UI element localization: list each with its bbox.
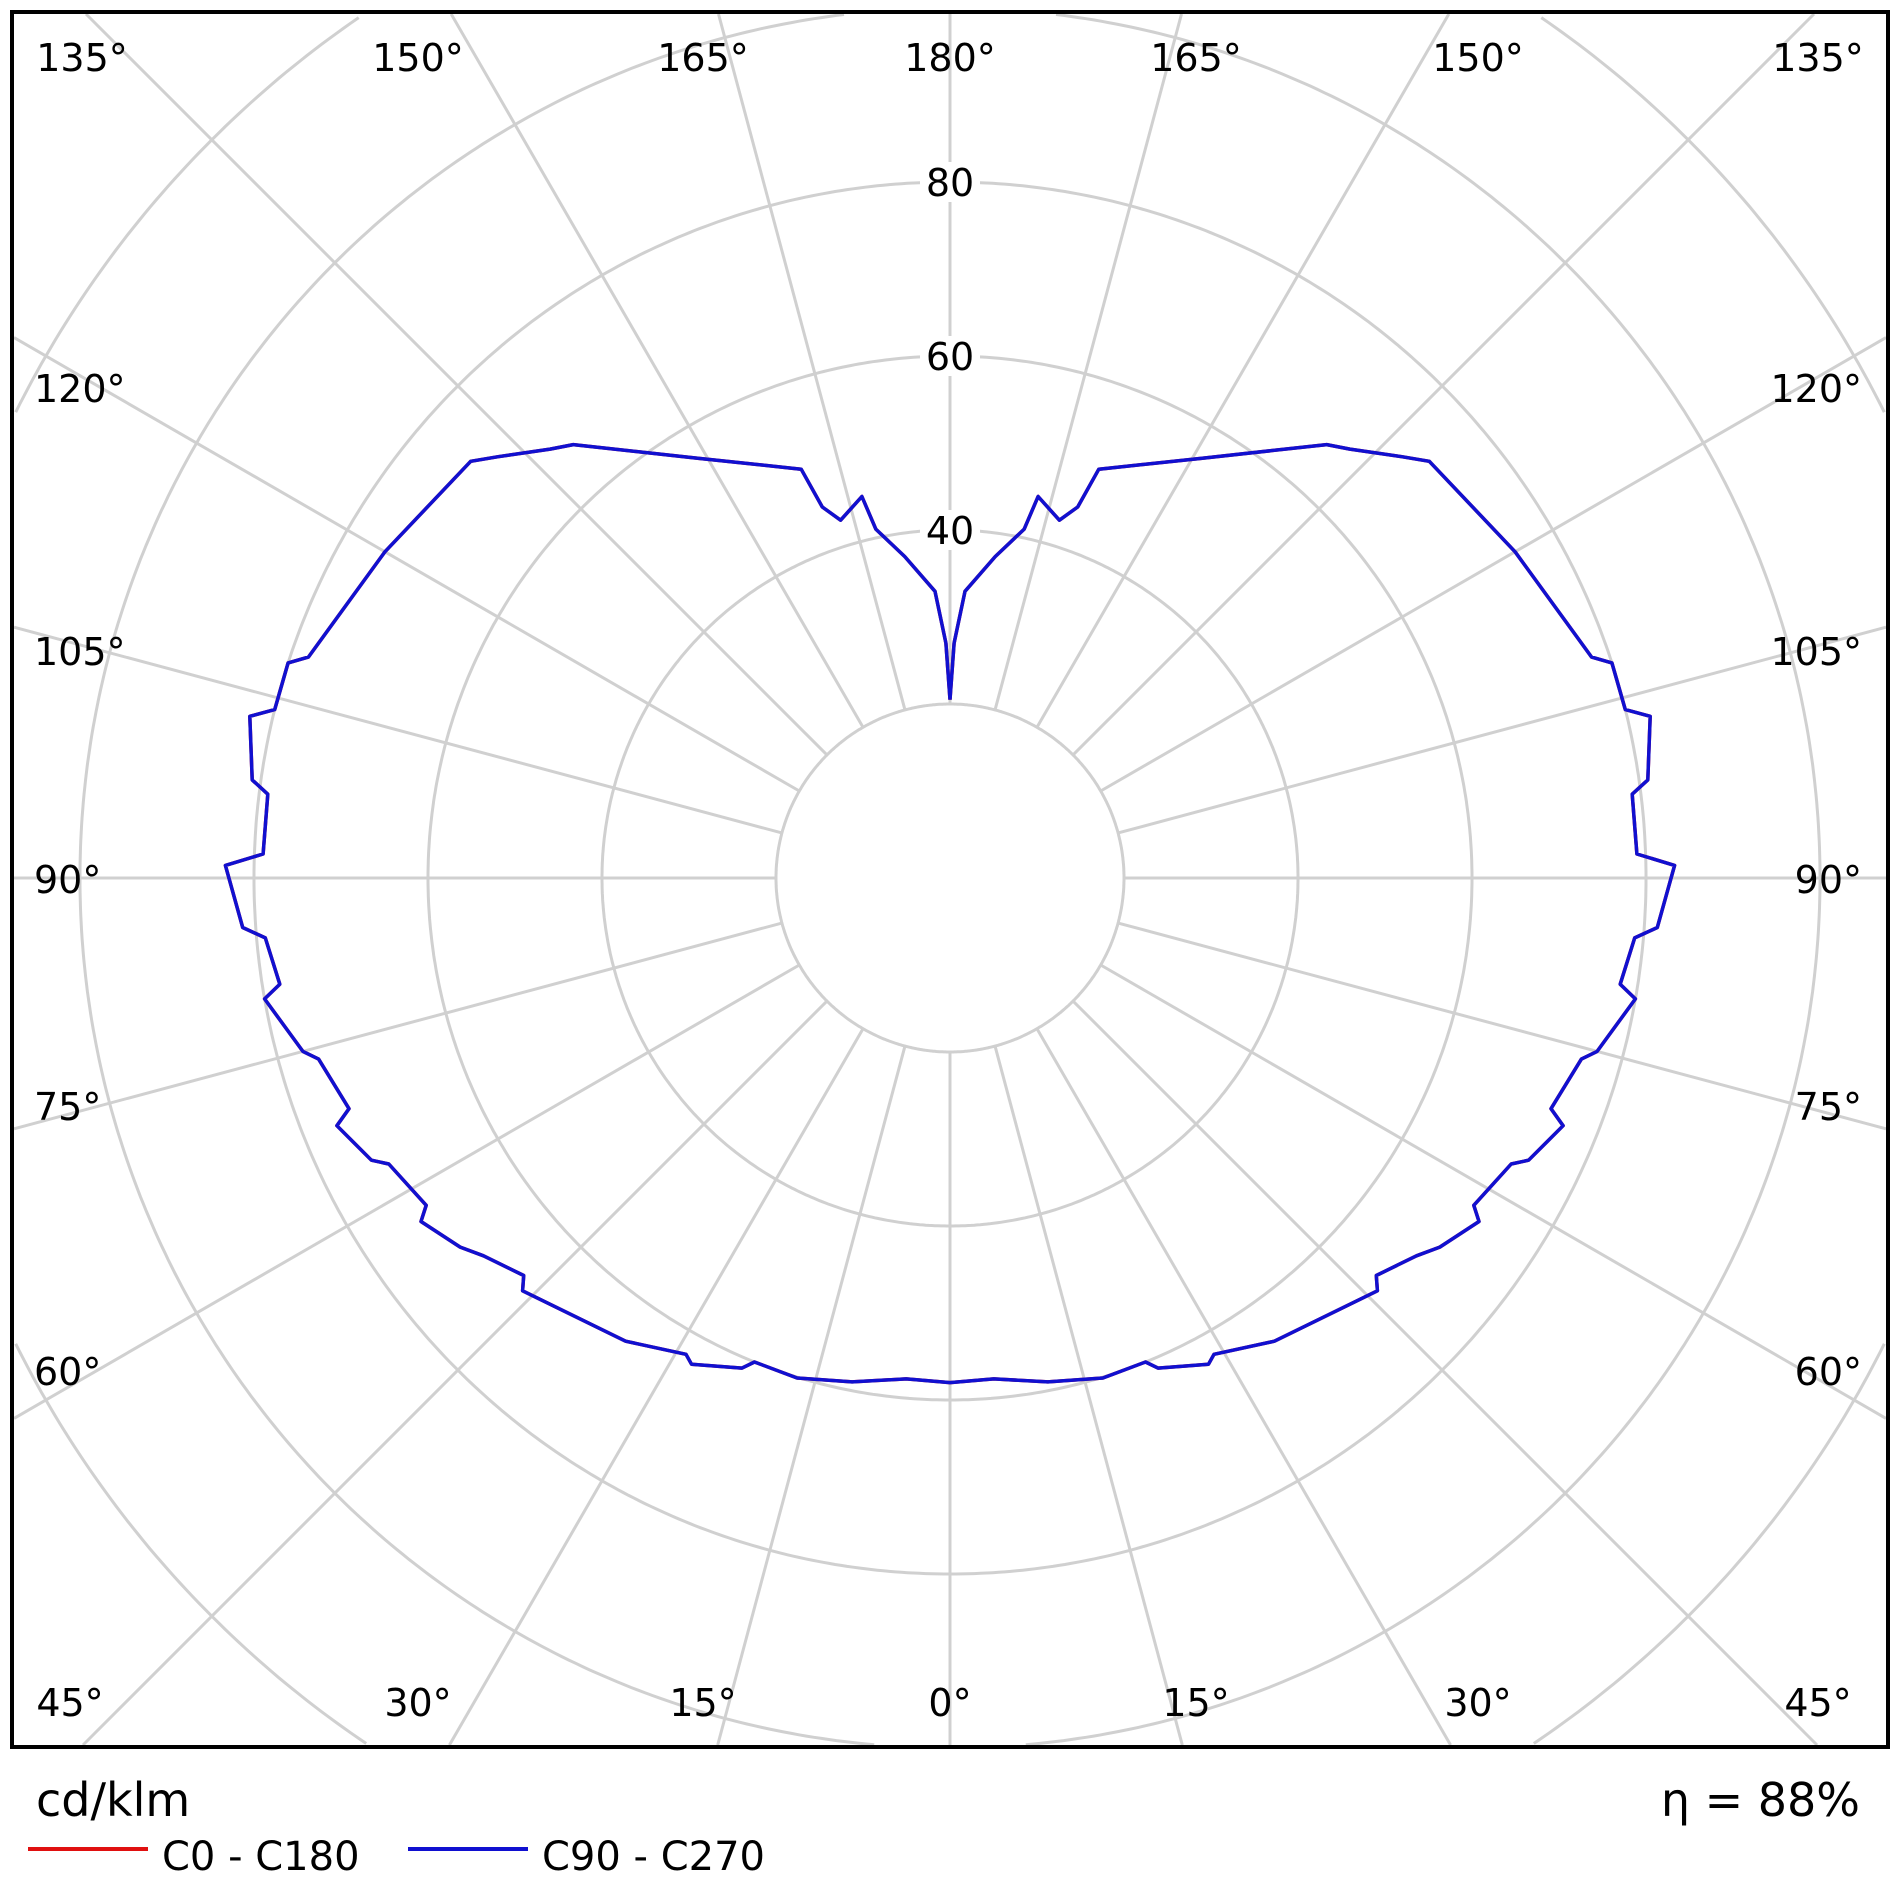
radial-tick-label: 80 xyxy=(926,161,974,205)
angle-label: 120° xyxy=(34,367,126,411)
grid-radial-line xyxy=(1099,336,1887,793)
angle-label: 180° xyxy=(904,36,996,80)
angle-label: 165° xyxy=(1150,36,1242,80)
grid-radial-line xyxy=(1117,625,1887,835)
plot-frame xyxy=(10,10,1890,1749)
grid-circle xyxy=(774,702,1126,1054)
grid-radial-line xyxy=(717,13,907,711)
angle-label: 135° xyxy=(36,36,128,80)
angle-label: 90° xyxy=(34,858,101,902)
grid-circle xyxy=(14,16,1886,1745)
angle-label: 15° xyxy=(1162,1681,1229,1725)
angle-label: 60° xyxy=(1795,1350,1862,1394)
radial-tick-labels: 40 60 80 xyxy=(920,161,980,553)
angle-label: 105° xyxy=(34,630,126,674)
legend: C0 - C180 C90 - C270 xyxy=(28,1834,765,1880)
angle-label: 75° xyxy=(34,1085,101,1129)
grid-radial-line xyxy=(716,1045,907,1746)
unit-label: cd/klm xyxy=(36,1773,190,1827)
grid-radial-line xyxy=(1117,921,1887,1131)
intensity-curves xyxy=(223,442,1677,1385)
angle-label: 60° xyxy=(34,1350,101,1394)
series-line-c90-c270 xyxy=(223,442,1677,1385)
grid-radial-line xyxy=(81,999,829,1747)
polar-grid xyxy=(13,12,1887,1747)
angle-label: 135° xyxy=(1772,36,1864,80)
angle-label: 45° xyxy=(36,1681,103,1725)
grid-circle xyxy=(78,13,1822,1747)
grid-radial-line xyxy=(1071,999,1819,1747)
legend-label-c90-c270: C90 - C270 xyxy=(542,1834,765,1880)
angle-label: 30° xyxy=(384,1681,451,1725)
grid-radial-line xyxy=(13,963,801,1420)
radial-tick-label: 60 xyxy=(926,335,974,379)
angle-label: 120° xyxy=(1770,367,1862,411)
angle-label: 90° xyxy=(1795,858,1862,902)
grid-radial-line xyxy=(448,1027,865,1746)
grid-radial-line xyxy=(13,625,783,835)
grid-radial-line xyxy=(13,336,801,793)
angle-label: 165° xyxy=(657,36,749,80)
grid-radial-line xyxy=(1099,963,1887,1420)
radial-tick-label-bg xyxy=(920,510,980,550)
angle-label: 15° xyxy=(669,1681,736,1725)
radial-tick-label-bg xyxy=(920,336,980,376)
angle-label: 150° xyxy=(1432,36,1524,80)
legend-label-c0-c180: C0 - C180 xyxy=(162,1834,360,1880)
radial-tick-label-bg xyxy=(920,162,980,202)
grid-radial-line xyxy=(1071,12,1816,757)
angle-label: 45° xyxy=(1784,1681,1851,1725)
radial-tick-label: 40 xyxy=(926,509,974,553)
efficiency-label: η = 88% xyxy=(1661,1773,1860,1827)
grid-radial-line xyxy=(993,13,1183,711)
grid-radial-line xyxy=(13,921,783,1131)
grid-radial-line xyxy=(993,1045,1184,1746)
angle-labels: 135° 150° 165° 180° 165° 150° 135° 45° 30° 15° 0° 1… xyxy=(34,36,1864,1725)
grid-radial-line xyxy=(84,12,829,757)
angle-label: 30° xyxy=(1444,1681,1511,1725)
angle-label: 75° xyxy=(1795,1085,1862,1129)
angle-label: 105° xyxy=(1770,630,1862,674)
grid-radial-line xyxy=(449,13,865,729)
angle-label: 0° xyxy=(928,1681,971,1725)
grid-radial-line xyxy=(1035,13,1451,729)
angle-label: 150° xyxy=(372,36,464,80)
grid-radial-line xyxy=(1035,1027,1452,1746)
